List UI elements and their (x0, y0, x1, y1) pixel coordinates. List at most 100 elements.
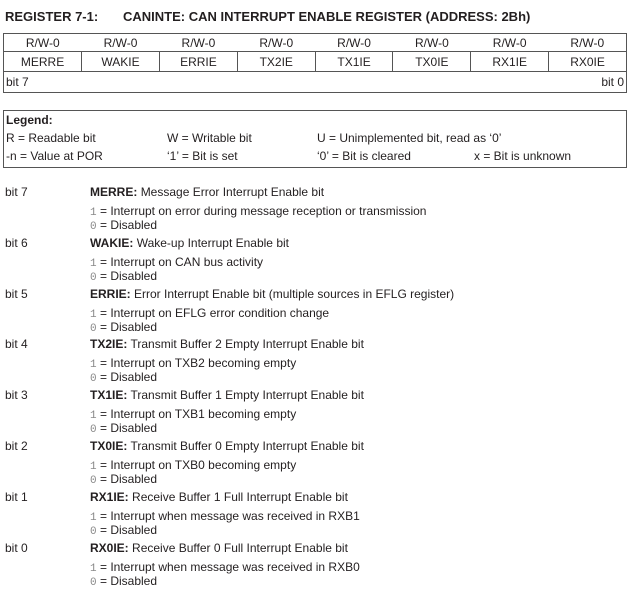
value-one: 1 (90, 562, 97, 575)
bit-access: R/W-0 (492, 35, 527, 50)
bit-access: R/W-0 (25, 35, 60, 50)
value-one: 1 (90, 511, 97, 524)
legend-item: -n = Value at POR (6, 149, 103, 163)
equals: = (99, 458, 107, 472)
bit-field-name: WAKIE: (90, 235, 134, 250)
bit-access: R/W-0 (414, 35, 449, 50)
bit-field-name: TX1IE: (90, 388, 128, 403)
value-one-desc: Interrupt on error during message recept… (110, 204, 427, 218)
bit-name: RX1IE (470, 51, 550, 72)
bit-access: R/W-0 (103, 35, 138, 50)
equals: = (99, 356, 107, 371)
equals: = (99, 254, 107, 269)
equals: = (99, 218, 107, 232)
value-zero-desc: Disabled (110, 370, 158, 385)
value-one-desc: Interrupt when message was received in R… (110, 508, 360, 523)
value-zero-desc: Disabled (110, 421, 158, 436)
msb-label: bit 7 (6, 75, 29, 89)
value-one-desc: Interrupt when message was received in R… (110, 559, 360, 574)
bit-field-name: TX0IE: (90, 439, 128, 453)
bit-number: bit 1 (5, 489, 28, 504)
bit-field-desc: Receive Buffer 0 Full Interrupt Enable b… (132, 540, 348, 555)
value-zero-desc: Disabled (110, 573, 158, 588)
bit-number: bit 0 (5, 540, 28, 555)
value-zero: 0 (90, 576, 97, 589)
value-zero: 0 (90, 525, 97, 538)
value-one-desc: Interrupt on TXB2 becoming empty (110, 356, 297, 371)
bit-number: bit 3 (5, 388, 28, 403)
equals: = (99, 407, 107, 422)
legend-item: U = Unimplemented bit, read as ‘0’ (317, 131, 502, 145)
bit-number: bit 5 (5, 286, 28, 301)
value-zero: 0 (90, 373, 97, 386)
bit-field-name: TX2IE: (90, 337, 128, 352)
bit-name: ERRIE (158, 51, 238, 72)
bit-number: bit 6 (5, 235, 28, 250)
bit-access: R/W-0 (337, 35, 371, 50)
bit-number: bit 2 (5, 439, 28, 453)
bit-field-desc: Receive Buffer 1 Full Interrupt Enable b… (132, 489, 348, 504)
legend-item: ‘1’ = Bit is set (167, 149, 238, 163)
legend-title: Legend: (6, 113, 53, 127)
value-one: 1 (90, 308, 97, 321)
bit-name: MERRE (2, 51, 83, 72)
equals: = (99, 370, 107, 385)
bit-field-name: RX1IE: (90, 489, 129, 504)
register-name: CANINTE: CAN INTERRUPT ENABLE REGISTER (… (123, 9, 531, 24)
value-zero: 0 (90, 475, 97, 487)
equals: = (99, 472, 107, 486)
legend-item: ‘0’ = Bit is cleared (317, 149, 411, 163)
equals: = (99, 559, 107, 574)
bit-field-desc: Message Error Interrupt Enable bit (140, 185, 325, 199)
value-zero-desc: Disabled (110, 218, 158, 232)
bit-field-desc: Transmit Buffer 0 Empty Interrupt Enable… (130, 439, 364, 453)
equals: = (99, 421, 107, 436)
value-one-desc: Interrupt on EFLG error condition change (110, 305, 330, 320)
value-zero: 0 (90, 424, 97, 437)
value-one: 1 (90, 207, 97, 219)
equals: = (99, 319, 107, 334)
bit-access: R/W-0 (570, 35, 605, 50)
bit-field-name: MERRE: (90, 185, 138, 199)
legend-item: R = Readable bit (6, 131, 96, 145)
bit-name: TX0IE (392, 51, 472, 72)
equals: = (99, 573, 107, 588)
bit-field-name: ERRIE: (90, 286, 131, 301)
equals: = (99, 508, 107, 523)
value-one-desc: Interrupt on TXB0 becoming empty (110, 458, 297, 472)
bit-field-desc: Transmit Buffer 2 Empty Interrupt Enable… (130, 337, 364, 352)
bit-field-desc: Wake-up Interrupt Enable bit (136, 235, 289, 250)
equals: = (99, 305, 107, 320)
equals: = (99, 204, 107, 218)
value-one-desc: Interrupt on TXB1 becoming empty (110, 407, 297, 422)
value-zero: 0 (90, 221, 97, 233)
value-one: 1 (90, 410, 97, 423)
bit-number: bit 4 (5, 337, 28, 352)
value-one: 1 (90, 461, 97, 473)
value-zero-desc: Disabled (110, 522, 158, 537)
register-number: REGISTER 7-1: (5, 9, 99, 24)
bit-access: R/W-0 (259, 35, 294, 50)
value-one: 1 (90, 359, 97, 372)
legend-item: x = Bit is unknown (474, 149, 572, 163)
lsb-label: bit 0 (601, 75, 624, 89)
value-zero-desc: Disabled (110, 472, 158, 486)
bit-field-name: RX0IE: (90, 540, 129, 555)
equals: = (99, 268, 107, 283)
value-zero: 0 (90, 322, 97, 335)
bit-name: RX0IE (548, 51, 627, 72)
bit-name: WAKIE (81, 51, 160, 72)
value-zero-desc: Disabled (110, 268, 158, 283)
value-one: 1 (90, 257, 97, 270)
bit-number: bit 7 (5, 185, 28, 199)
equals: = (99, 522, 107, 537)
bit-field-desc: Error Interrupt Enable bit (multiple sou… (134, 286, 455, 301)
bit-name: TX2IE (236, 51, 316, 72)
bit-access: R/W-0 (181, 35, 216, 50)
bit-name: TX1IE (314, 51, 394, 72)
register-title: REGISTER 7-1: CANINTE: CAN INTERRUPT ENA… (5, 9, 530, 24)
value-one-desc: Interrupt on CAN bus activity (110, 254, 264, 269)
legend-item: W = Writable bit (167, 131, 252, 145)
legend-box: Legend: R = Readable bit W = Writable bi… (3, 110, 627, 168)
value-zero-desc: Disabled (110, 319, 158, 334)
